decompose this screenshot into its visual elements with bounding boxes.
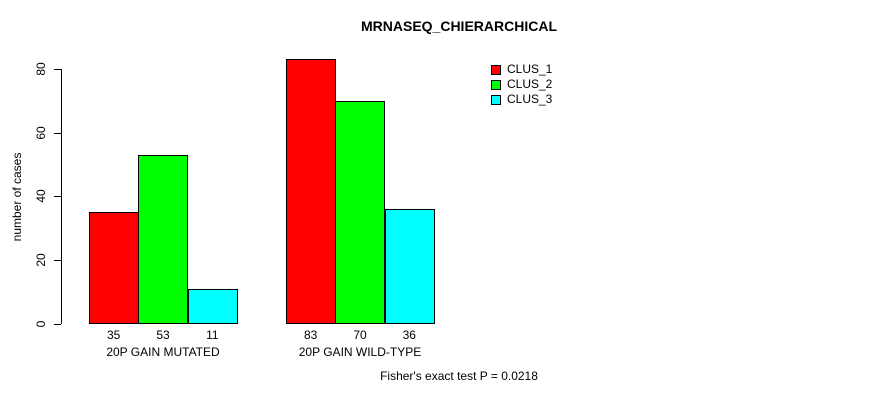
bar-clus_2-2 bbox=[335, 100, 386, 324]
legend-swatch-icon bbox=[491, 79, 501, 90]
y-axis-tick-label: 80 bbox=[34, 62, 48, 76]
y-axis-line bbox=[61, 68, 62, 324]
bar-value-label: 35 bbox=[107, 328, 121, 342]
annotation-text: Fisher's exact test P = 0.0218 bbox=[380, 369, 538, 383]
bar-clus_3-1 bbox=[187, 288, 238, 324]
bar-value-label: 36 bbox=[402, 328, 416, 342]
bar-clus_1-2 bbox=[286, 59, 336, 324]
y-axis-tick bbox=[54, 260, 61, 262]
legend-swatch-icon bbox=[491, 94, 501, 105]
legend-label: CLUS_1 bbox=[507, 62, 553, 76]
y-axis-tick bbox=[54, 132, 61, 134]
category-label: 20P GAIN MUTATED bbox=[106, 345, 220, 359]
legend-swatch-icon bbox=[491, 64, 501, 75]
chart-title: MRNASEQ_CHIERARCHICAL bbox=[360, 18, 558, 34]
bar-clus_1-1 bbox=[89, 212, 139, 324]
legend-item-clus_2: CLUS_2 bbox=[491, 77, 552, 92]
y-axis-tick bbox=[54, 324, 61, 325]
bar-value-label: 70 bbox=[353, 328, 367, 342]
bar-clus_2-1 bbox=[138, 154, 189, 324]
y-axis-tick-label: 40 bbox=[34, 189, 48, 204]
legend: CLUS_1 CLUS_2 CLUS_3 bbox=[491, 62, 552, 107]
bar-value-label: 11 bbox=[206, 328, 219, 342]
y-axis-tick-label: 60 bbox=[34, 125, 48, 140]
category-label: 20P GAIN WILD-TYPE bbox=[298, 345, 422, 359]
legend-label: CLUS_2 bbox=[507, 77, 553, 91]
y-axis-tick-label: 0 bbox=[34, 320, 48, 328]
bar-value-label: 83 bbox=[304, 328, 318, 342]
y-axis-tick bbox=[54, 196, 61, 198]
y-axis-tick bbox=[54, 68, 61, 70]
bar-value-label: 53 bbox=[156, 328, 170, 342]
legend-item-clus_1: CLUS_1 bbox=[491, 62, 552, 77]
y-axis-tick-label: 20 bbox=[34, 253, 48, 267]
legend-label: CLUS_3 bbox=[507, 92, 553, 106]
legend-item-clus_3: CLUS_3 bbox=[491, 92, 552, 107]
bar-clus_3-2 bbox=[384, 209, 435, 324]
